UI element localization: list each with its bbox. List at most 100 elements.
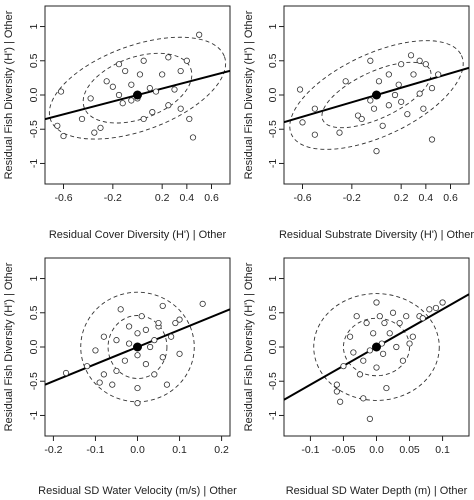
x-tick-label: -0.05 xyxy=(331,444,355,456)
x-tick-label: -0.2 xyxy=(44,444,62,456)
data-point xyxy=(134,352,141,359)
data-point xyxy=(57,88,65,95)
data-point xyxy=(393,343,400,351)
data-point xyxy=(333,388,340,395)
data-point xyxy=(177,105,184,112)
data-point xyxy=(149,109,156,116)
panel-2: -1 -0.5 0.0 0.5 1 -0.6 -0.2 0.2 0.4 0.6 Residual S… xyxy=(243,5,474,241)
data-point xyxy=(186,115,193,123)
data-point xyxy=(354,112,362,119)
data-point xyxy=(168,333,175,340)
data-point xyxy=(177,67,184,75)
data-point xyxy=(115,61,123,68)
data-point xyxy=(379,122,386,129)
data-point xyxy=(428,136,436,143)
data-point xyxy=(346,333,354,340)
data-point xyxy=(356,371,364,378)
x-tick-label: 0.4 xyxy=(419,192,434,204)
data-point xyxy=(420,105,427,112)
plot-area xyxy=(284,293,469,422)
data-point xyxy=(152,88,160,95)
x-tick-label: -0.1 xyxy=(86,444,104,456)
data-point xyxy=(311,105,318,112)
y-tick-label: 1 xyxy=(28,275,40,281)
data-point xyxy=(96,379,103,386)
x-axis-label: Residual SD Water Depth (m) | Other xyxy=(286,485,468,497)
data-point xyxy=(385,71,392,78)
x-tick-label: -0.6 xyxy=(293,192,311,204)
data-point xyxy=(439,299,446,306)
data-point xyxy=(134,330,141,337)
data-point xyxy=(395,81,402,88)
data-point xyxy=(87,95,94,102)
x-tick-label: 0.2 xyxy=(155,192,170,204)
data-point xyxy=(109,83,116,90)
y-tick-label: -0.5 xyxy=(28,372,40,390)
data-point xyxy=(128,97,135,104)
data-point xyxy=(399,357,407,364)
y-tick-label: 0.0 xyxy=(28,340,40,355)
plot-area xyxy=(45,31,230,141)
data-point xyxy=(373,364,380,371)
y-tick-label: -1 xyxy=(267,411,279,420)
data-point xyxy=(83,363,91,370)
x-tick-label: 0.2 xyxy=(394,192,409,204)
data-point xyxy=(366,347,373,354)
y-tick-label: -0.5 xyxy=(28,120,40,138)
y-tick-label: 0.0 xyxy=(267,340,279,355)
centroid-point xyxy=(133,342,142,352)
data-point xyxy=(409,333,416,340)
data-point xyxy=(100,333,107,340)
y-tick-label: -1 xyxy=(28,411,40,420)
data-point xyxy=(406,340,413,347)
data-point xyxy=(159,354,166,361)
data-point xyxy=(342,78,349,85)
data-point xyxy=(299,119,306,126)
data-point xyxy=(62,369,70,377)
data-point xyxy=(147,343,154,351)
data-point xyxy=(125,323,133,330)
x-tick-label: -0.2 xyxy=(343,192,361,204)
data-point xyxy=(91,129,98,136)
data-point xyxy=(142,361,150,368)
data-point xyxy=(398,98,405,105)
confidence-ellipse-2 xyxy=(313,293,440,401)
data-point xyxy=(391,91,399,99)
data-point xyxy=(165,54,172,61)
data-point xyxy=(136,71,144,78)
panel-4: -1 -0.5 0.0 0.5 1 -0.1 -0.05 0.0 0.05 0.1 Residual… xyxy=(243,257,470,497)
data-point xyxy=(358,115,365,123)
data-point xyxy=(398,61,405,68)
x-axis-label: Residual Cover Diversity (H') | Other xyxy=(49,229,227,241)
y-tick-label: 0.0 xyxy=(28,88,40,103)
y-tick-label: 1 xyxy=(267,23,279,29)
x-tick-label: 0.1 xyxy=(172,444,187,456)
confidence-ellipse-1 xyxy=(343,317,410,377)
data-point xyxy=(176,350,183,357)
x-tick-label: 0.2 xyxy=(214,444,229,456)
data-point xyxy=(432,304,440,312)
data-point xyxy=(381,319,388,327)
data-point xyxy=(128,81,135,88)
data-point xyxy=(196,31,203,38)
data-point xyxy=(109,381,116,388)
y-axis-label: Residual Fish Diversity (H') | Other xyxy=(243,262,255,431)
data-point xyxy=(142,326,150,333)
y-tick-label: -1 xyxy=(28,159,40,168)
data-point xyxy=(380,350,387,357)
data-point xyxy=(386,330,393,337)
x-tick-label: 0.1 xyxy=(435,444,450,456)
confidence-ellipse-1 xyxy=(82,52,193,124)
data-point xyxy=(396,319,403,327)
data-point xyxy=(117,306,124,313)
data-point xyxy=(373,299,380,306)
data-point xyxy=(155,319,162,327)
data-point xyxy=(138,313,145,320)
centroid-point xyxy=(372,342,381,352)
data-point xyxy=(151,371,158,378)
centroid-point xyxy=(133,90,142,100)
data-point xyxy=(404,111,411,118)
x-tick-label: 0.4 xyxy=(180,192,195,204)
x-tick-label: 0.6 xyxy=(204,192,219,204)
